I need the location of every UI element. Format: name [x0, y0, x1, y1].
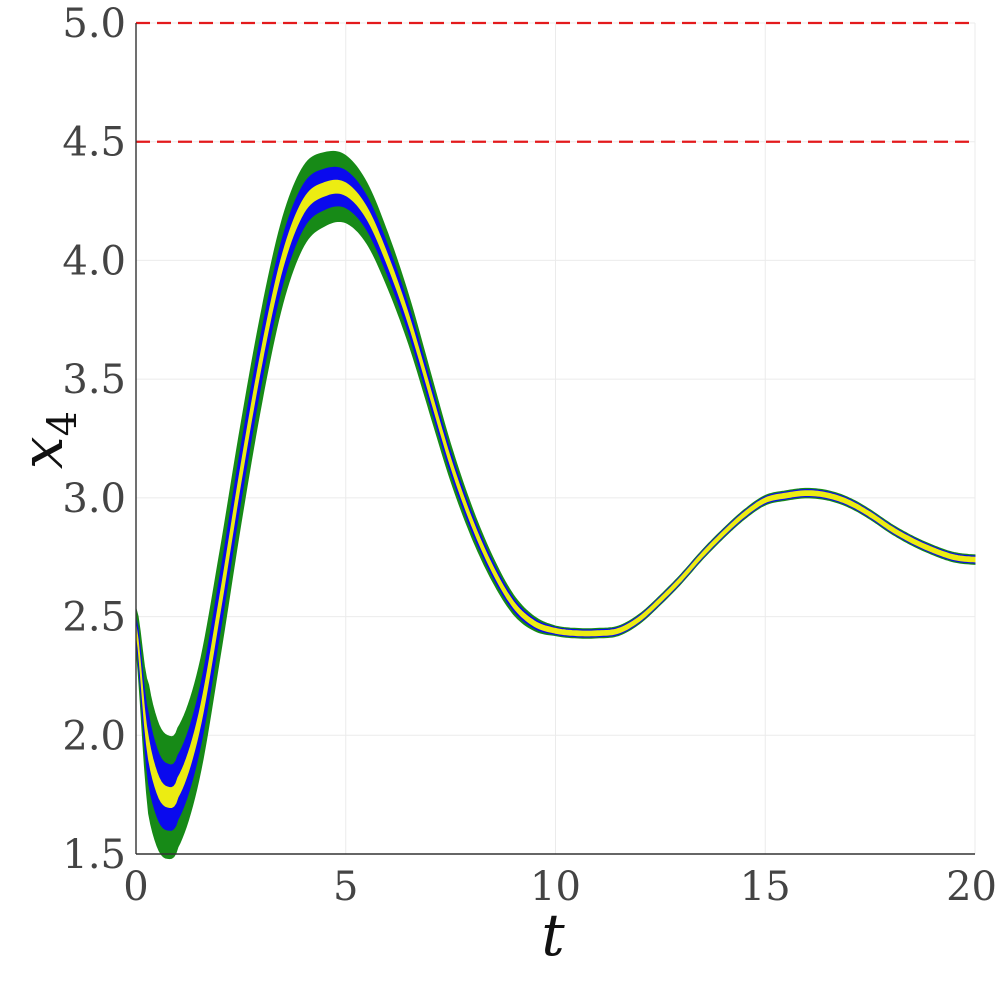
y-tick-label-2: 2.5	[62, 595, 126, 641]
y-tick-label-0: 1.5	[62, 832, 126, 878]
x-tick-label-4: 20	[946, 864, 997, 910]
svg-text:x4: x4	[8, 411, 86, 469]
y-axis-label-main: x	[8, 436, 76, 469]
axes	[135, 23, 975, 855]
x-tick-label-3: 15	[740, 864, 791, 910]
uncertainty-bands	[135, 150, 976, 860]
y-tick-label-1: 2.0	[62, 713, 126, 759]
y-tick-label-6: 4.5	[62, 120, 126, 166]
y-tick-label-7: 5.0	[62, 1, 126, 47]
y-axis-label: x4	[8, 411, 86, 469]
y-axis-label-subscript: 4	[40, 411, 86, 436]
y-tick-label-3: 3.0	[62, 476, 126, 522]
y-tick-label-4: 3.5	[62, 357, 126, 403]
reference-lines	[136, 21, 975, 143]
band-0	[135, 150, 976, 860]
x-tick-label-2: 10	[530, 864, 581, 910]
x-tick-label-0: 0	[123, 864, 148, 910]
y-tick-label-5: 4.0	[62, 238, 126, 284]
tick-labels: 0 5 10 15 20 1.5 2.0 2.5 3.0 3.5 4.0 4.5 5.0	[62, 1, 997, 910]
band-2	[135, 179, 976, 808]
x-axis-label: t	[541, 901, 565, 969]
x-tick-label-1: 5	[333, 864, 358, 910]
grid	[135, 22, 976, 855]
band-1	[135, 166, 976, 831]
